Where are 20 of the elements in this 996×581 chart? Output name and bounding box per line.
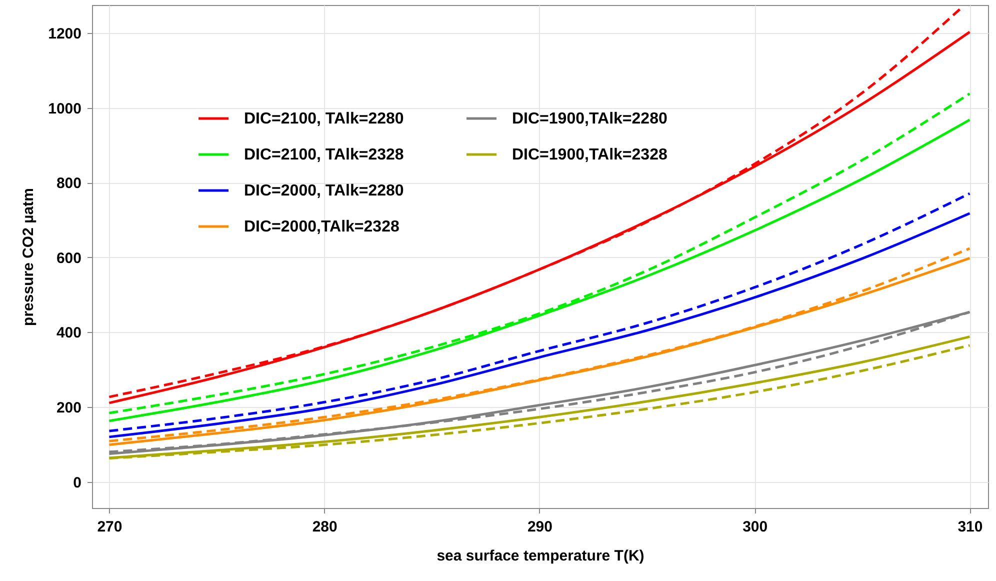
legend-label: DIC=2000,TAlk=2328: [244, 218, 400, 236]
x-axis-title: sea surface temperature T(K): [436, 548, 644, 564]
legend-label: DIC=1900,TAlk=2328: [512, 146, 668, 164]
x-tick-label: 280: [312, 518, 338, 536]
x-tick-label: 310: [958, 518, 983, 536]
y-tick-label: 800: [56, 175, 82, 192]
legend-label: DIC=2100, TAlk=2328: [244, 146, 404, 164]
legend-label: DIC=1900,TAlk=2280: [512, 110, 668, 128]
x-tick-label: 270: [97, 518, 122, 536]
y-tick-label: 600: [56, 250, 82, 267]
y-tick-label: 1000: [48, 100, 82, 118]
legend-label: DIC=2100, TAlk=2280: [244, 110, 404, 128]
y-axis-title: pressure CO2 µatm: [20, 188, 38, 326]
y-tick-label: 1200: [48, 26, 82, 43]
x-tick-label: 300: [742, 518, 768, 536]
y-tick-label: 400: [56, 324, 82, 342]
x-tick-label: 290: [527, 518, 552, 536]
y-tick-label: 0: [73, 474, 82, 492]
legend-label: DIC=2000, TAlk=2280: [244, 182, 404, 200]
y-tick-label: 200: [56, 400, 82, 417]
